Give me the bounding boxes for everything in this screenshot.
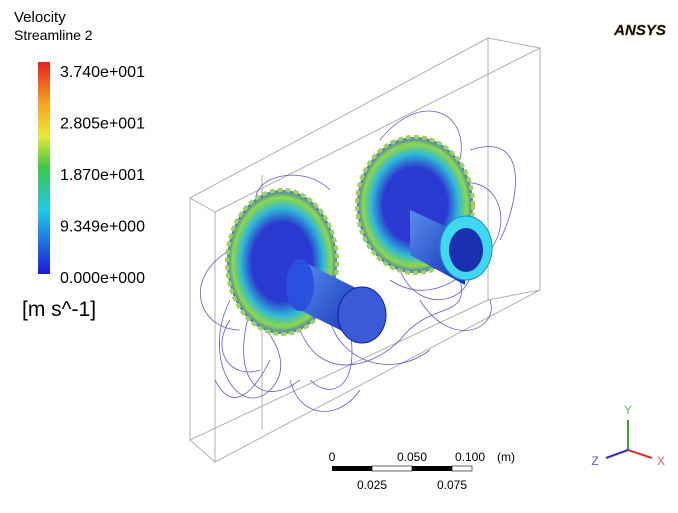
- title: Velocity: [14, 9, 66, 26]
- legend-label: 0.000e+000: [60, 270, 145, 287]
- scale-label: 0.025: [357, 478, 387, 492]
- legend-label: 3.740e+001: [60, 64, 145, 81]
- legend-unit: [m s^-1]: [22, 298, 96, 321]
- scale-label: 0.075: [437, 478, 467, 492]
- color-bar: [38, 62, 50, 274]
- legend-label: 1.870e+001: [60, 167, 145, 184]
- viewport: Velocity Streamline 2 ANSYS 3.740e+001 2.…: [0, 0, 678, 508]
- scale-label: 0.050: [397, 450, 427, 464]
- axis-y: Y: [624, 403, 632, 417]
- axis-triad: [606, 420, 652, 458]
- axis-x: X: [657, 454, 665, 468]
- subtitle: Streamline 2: [14, 27, 93, 43]
- axis-z: Z: [591, 454, 598, 468]
- legend-labels: 3.740e+001 2.805e+001 1.870e+001 9.349e+000…: [60, 64, 145, 287]
- shaft-bore: [449, 228, 483, 272]
- shaft-end: [286, 259, 314, 311]
- legend-label: 2.805e+001: [60, 116, 145, 133]
- legend-label: 9.349e+000: [60, 219, 145, 236]
- logo: ANSYS: [613, 22, 666, 39]
- scale-label: 0.100: [455, 450, 485, 464]
- shaft-end: [338, 287, 386, 343]
- scale-unit: (m): [497, 450, 515, 464]
- scale-label: 0: [329, 450, 336, 464]
- scale-bar: [332, 466, 472, 471]
